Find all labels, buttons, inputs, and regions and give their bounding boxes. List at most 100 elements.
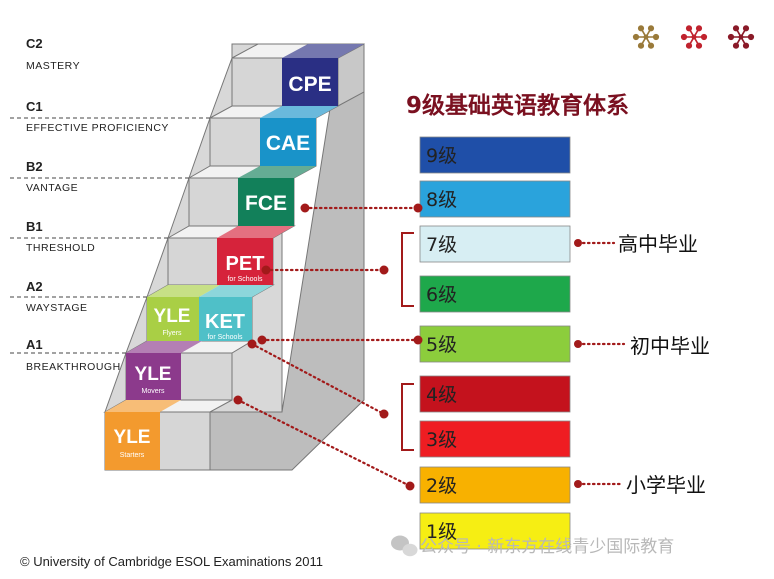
grade-label: 5级 [426,334,457,356]
connector-dot [379,265,389,275]
bracket-grades-6-7 [401,232,414,307]
connector-dot [261,265,271,275]
connector-dot [300,203,310,213]
bracket-grades-3-4 [401,383,414,451]
grade-label: 6级 [426,284,457,306]
fce-block [238,178,294,226]
cefr-code: A1 [26,337,43,352]
grade-bar-fill [419,180,571,218]
grade-bar-2: 2级 [419,466,571,504]
grade-bar-fill [419,136,571,174]
wechat-icon [391,535,418,557]
connector-dot [247,339,257,349]
grade-bar-fill [419,420,571,458]
cefr-name: MASTERY [26,60,80,72]
grade-bar-1: 1级 [419,512,571,550]
watermark: 公众号 · 新东方在线青少国际教育 [391,535,674,557]
connector-dot [574,480,582,488]
grade-brackets [401,232,414,451]
grade-bar-6: 6级 [419,275,571,313]
yle-starters-top-face [105,400,181,412]
pet-sub-label: for Schools [227,276,263,283]
grade-bar-7: 7级 [419,225,571,263]
cpe-label: CPE [288,73,331,96]
exam-cae: CAE [260,106,338,166]
cefr-name: BREAKTHROUGH [26,361,121,373]
connector-dot [574,239,582,247]
exam-ket: KET for Schools [199,285,273,341]
cae-top-face [260,106,338,118]
cpe-top-face [282,44,364,58]
grade-bar-fill [419,325,571,363]
yle-movers-sub-label: Movers [142,388,165,395]
cefr-code: C2 [26,36,43,51]
watermark-text: 公众号 · 新东方在线青少国际教育 [420,537,674,557]
grade-bar-fill [419,225,571,263]
grade-label: 1级 [426,521,457,543]
grade-bar-fill [419,512,571,550]
cefr-code: B2 [26,159,43,174]
decorative-flakes-logo [632,24,755,50]
grade-bar-4: 4级 [419,375,571,413]
yle-starters-label: YLE [114,427,151,448]
yle-flyers-top-face [147,285,220,297]
exam-blocks: CPE CAE FCE PET for Schools YLE Flyers [105,44,364,470]
grade-bar-3: 3级 [419,420,571,458]
yle-movers-block [126,353,181,400]
grade-label: 9级 [426,145,457,167]
milestone-middle-school: 初中毕业 [630,334,710,358]
pet-block [217,238,273,285]
connectors [236,206,626,488]
yle-flyers-block [147,297,199,341]
cefr-levels: C2 MASTERY C1 EFFECTIVE PROFICIENCY B2 V… [10,36,210,373]
cefr-name: VANTAGE [26,182,78,194]
ket-block [199,297,252,341]
yle-starters-sub-label: Starters [120,452,145,459]
milestone-high-school: 高中毕业 [618,232,698,256]
cae-block [260,118,316,166]
exam-cpe: CPE [282,44,364,106]
grade-label: 7级 [426,234,457,256]
fce-label: FCE [245,192,287,215]
exam-fce: FCE [238,166,316,226]
connector-flyers-bracket [250,342,386,416]
grade-label: 3级 [426,429,457,451]
grade-label: 2级 [426,475,457,497]
yle-movers-top-face [126,341,202,353]
cpe-block [282,58,338,106]
connector-dot [257,335,267,345]
connector-dot [413,203,423,213]
connector-dot [405,481,415,491]
grade-bar-fill [419,275,571,313]
cae-label: CAE [266,132,310,155]
yle-flyers-sub-label: Flyers [162,330,182,337]
connector-dot [574,340,582,348]
connector-movers-grade2 [236,398,412,488]
cefr-name: WAYSTAGE [26,302,88,314]
connector-dots [233,203,582,491]
cefr-code: B1 [26,219,43,234]
yle-starters-block [105,412,160,470]
connector-dot [233,395,243,405]
ket-top-face [199,285,273,297]
connector-dot [413,335,423,345]
connector-dot [379,409,389,419]
grade-label: 4级 [426,384,457,406]
grade-bar-8: 8级 [419,180,571,218]
yle-movers-label: YLE [135,364,172,385]
exam-yle-flyers: YLE Flyers [147,285,220,341]
fce-top-face [238,166,316,178]
grade-bar-5: 5级 [419,325,571,363]
cefr-name: EFFECTIVE PROFICIENCY [26,122,169,134]
exam-yle-movers: YLE Movers [126,341,202,400]
grade-bar-fill [419,466,571,504]
pet-label: PET [226,253,265,275]
ket-sub-label: for Schools [207,334,243,341]
cefr-code: C1 [26,99,43,114]
copyright-text: © University of Cambridge ESOL Examinati… [20,554,323,569]
pet-top-face [217,226,294,238]
staircase-side-wall [209,57,365,471]
exam-pet: PET for Schools [217,226,294,285]
page-title: 9级基础英语教育体系 [406,92,629,119]
